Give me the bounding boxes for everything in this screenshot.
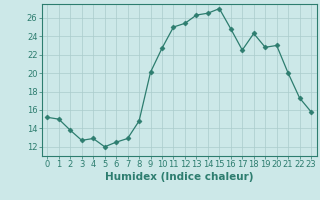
X-axis label: Humidex (Indice chaleur): Humidex (Indice chaleur) <box>105 172 253 182</box>
